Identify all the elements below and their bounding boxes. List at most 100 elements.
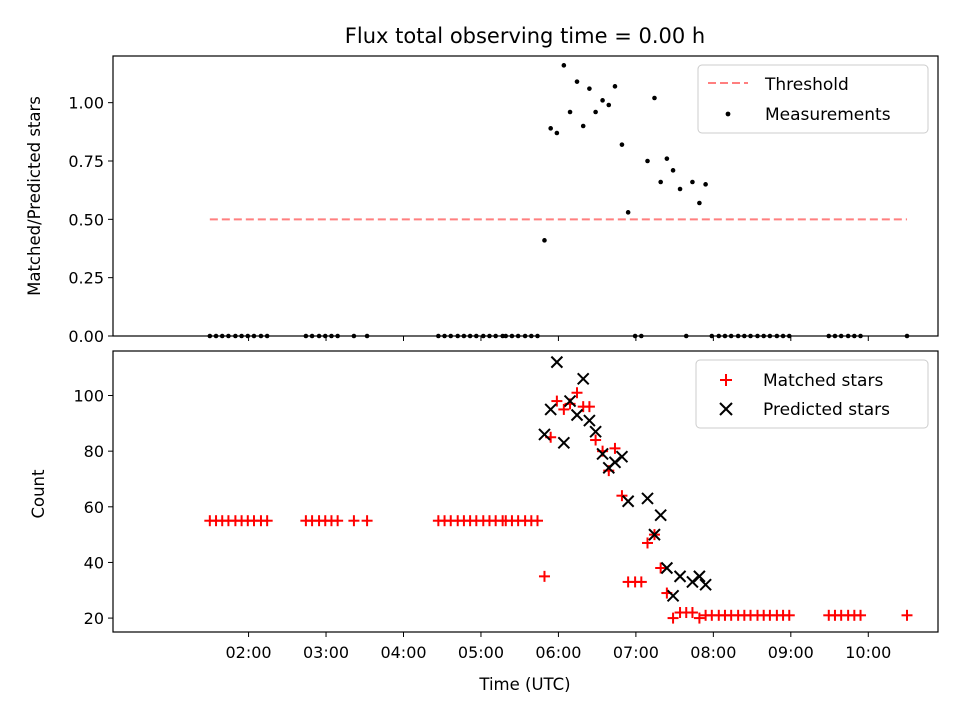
measurement-point bbox=[606, 102, 612, 108]
xtick-label: 08:00 bbox=[690, 643, 736, 662]
matched-star-point bbox=[609, 442, 621, 454]
measurement-point bbox=[548, 126, 553, 131]
predicted-star-point bbox=[557, 436, 571, 450]
top-axes-frame bbox=[112, 55, 939, 337]
predicted-star-point bbox=[654, 508, 667, 522]
predicted-star-point bbox=[666, 589, 680, 603]
matched-star-point bbox=[616, 490, 628, 502]
measurement-point bbox=[697, 200, 702, 206]
bottom-ytick-label: 80 bbox=[84, 442, 104, 461]
top-ytick-label: 0.00 bbox=[68, 327, 104, 346]
x-axis-label: Time (UTC) bbox=[478, 675, 570, 694]
predicted-star-point bbox=[563, 394, 577, 408]
predicted-star-point bbox=[660, 561, 674, 575]
matched-star-point bbox=[558, 403, 570, 415]
predicted-star-point bbox=[693, 570, 706, 583]
bottom-legend-box bbox=[695, 359, 929, 429]
top-ylabel: Matched/Predicted stars bbox=[25, 96, 44, 296]
matched-star-point bbox=[901, 609, 913, 621]
predicted-star-point bbox=[570, 408, 584, 422]
measurement-point bbox=[612, 84, 618, 89]
measurement-point bbox=[670, 168, 676, 173]
bottom-legend: Matched stars Predicted stars bbox=[695, 359, 929, 429]
matched-star-point bbox=[583, 401, 595, 413]
matched-star-point bbox=[655, 562, 667, 574]
matched-star-point bbox=[686, 607, 698, 619]
top-legend: Threshold Measurements bbox=[697, 64, 929, 134]
matched-star-point bbox=[551, 395, 563, 407]
matched-star-point bbox=[332, 515, 344, 527]
measurement-point bbox=[574, 79, 580, 84]
matched-star-point bbox=[693, 612, 705, 624]
measurement-point bbox=[593, 109, 598, 115]
measurement-point bbox=[652, 95, 657, 101]
legend-predicted-label: Predicted stars bbox=[763, 400, 890, 420]
matched-star-point bbox=[348, 515, 360, 527]
legend-measurements-label: Measurements bbox=[765, 105, 891, 125]
top-ytick-label: 0.50 bbox=[68, 210, 104, 229]
predicted-star-point bbox=[583, 414, 596, 427]
bottom-axes-frame bbox=[112, 350, 939, 633]
top-ytick-label: 0.75 bbox=[68, 152, 104, 171]
top-legend-box bbox=[697, 64, 929, 134]
matched-star-point bbox=[261, 515, 273, 527]
matched-star-point bbox=[361, 515, 373, 527]
predicted-star-point bbox=[699, 578, 712, 591]
matched-star-point bbox=[532, 515, 544, 527]
predicted-star-point bbox=[577, 372, 590, 386]
legend-predicted-swatch bbox=[719, 402, 733, 416]
ratio-panel: 0.00 0.25 0.50 0.75 1.00 Matched/Predicted s… bbox=[25, 55, 939, 346]
legend-matched-swatch bbox=[720, 374, 732, 386]
measurement-point bbox=[664, 156, 670, 161]
predicted-star-point bbox=[550, 355, 564, 369]
matched-star-point bbox=[538, 570, 550, 582]
predicted-star-point bbox=[596, 447, 609, 461]
measurement-point bbox=[567, 109, 573, 115]
predicted-star-point bbox=[621, 495, 635, 508]
bottom-ytick-label: 20 bbox=[84, 609, 104, 628]
legend-matched-label: Matched stars bbox=[763, 371, 883, 391]
measurement-point bbox=[542, 238, 547, 243]
matched-star-point bbox=[667, 612, 679, 624]
measurement-point bbox=[580, 123, 586, 129]
xtick-label: 09:00 bbox=[768, 643, 814, 662]
predicted-star-point bbox=[589, 425, 602, 438]
measurement-point bbox=[554, 130, 560, 136]
top-ytick-label: 1.00 bbox=[68, 94, 104, 113]
matched-star-point bbox=[642, 537, 654, 549]
measurement-point bbox=[561, 63, 567, 68]
matched-star-point bbox=[855, 609, 867, 621]
bottom-ylabel: Count bbox=[29, 469, 48, 519]
bottom-ytick-label: 40 bbox=[84, 553, 104, 572]
measurement-point bbox=[645, 158, 650, 164]
measurement-point bbox=[587, 86, 592, 91]
xtick-label: 04:00 bbox=[380, 643, 426, 662]
bottom-ytick-label: 60 bbox=[84, 498, 104, 517]
xtick-label: 07:00 bbox=[613, 643, 659, 662]
xtick-label: 05:00 bbox=[458, 643, 504, 662]
matched-star-point bbox=[590, 434, 602, 446]
xtick-label: 03:00 bbox=[303, 643, 349, 662]
measurement-point bbox=[600, 98, 605, 103]
legend-threshold-label: Threshold bbox=[764, 75, 849, 95]
predicted-star-point bbox=[673, 570, 687, 583]
top-ytick-label: 0.25 bbox=[68, 269, 104, 288]
matched-star-point bbox=[635, 576, 647, 588]
chart-title: Flux total observing time = 0.00 h bbox=[345, 24, 705, 48]
predicted-star-point bbox=[615, 450, 629, 463]
predicted-star-point bbox=[641, 492, 654, 505]
matched-star-point bbox=[783, 609, 795, 621]
predicted-star-point bbox=[538, 428, 551, 441]
predicted-star-point bbox=[544, 403, 557, 416]
xtick-label: 10:00 bbox=[845, 643, 891, 662]
legend-measurements-swatch bbox=[725, 111, 731, 117]
measurement-point bbox=[619, 142, 625, 147]
predicted-star-point bbox=[648, 528, 661, 541]
measurement-point bbox=[677, 186, 683, 192]
measurement-point bbox=[625, 210, 631, 215]
measurement-point bbox=[690, 179, 695, 185]
measurement-point bbox=[703, 182, 708, 187]
bottom-ytick-label: 100 bbox=[73, 387, 104, 406]
count-panel: 20 40 60 80 100 02:00 03:00 04:00 05:00 06:00 07:… bbox=[29, 350, 939, 694]
measurement-point bbox=[658, 179, 663, 185]
